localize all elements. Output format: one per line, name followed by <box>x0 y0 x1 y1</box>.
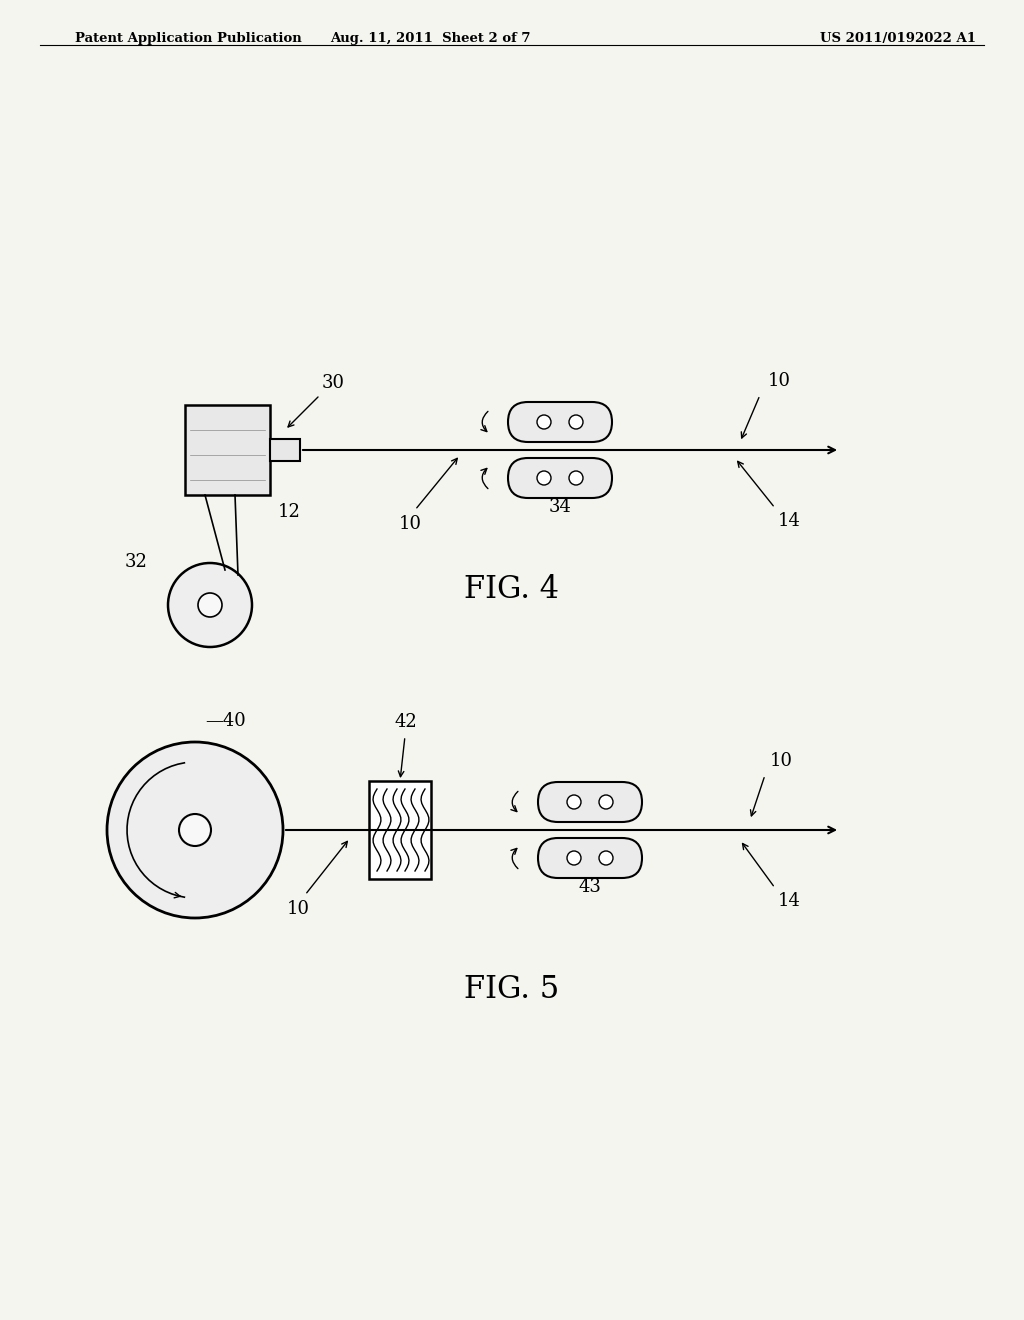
FancyBboxPatch shape <box>508 458 612 498</box>
Circle shape <box>168 564 252 647</box>
Text: US 2011/0192022 A1: US 2011/0192022 A1 <box>820 32 976 45</box>
Circle shape <box>179 814 211 846</box>
Bar <box>185 405 270 495</box>
FancyBboxPatch shape <box>508 403 612 442</box>
Text: 10: 10 <box>770 752 793 770</box>
Circle shape <box>599 851 613 865</box>
Text: 43: 43 <box>579 878 601 896</box>
Circle shape <box>198 593 222 616</box>
Text: 14: 14 <box>778 512 801 531</box>
Text: —40: —40 <box>205 711 246 730</box>
Text: 30: 30 <box>322 374 345 392</box>
Circle shape <box>569 471 583 484</box>
Text: 10: 10 <box>287 900 309 917</box>
Text: Aug. 11, 2011  Sheet 2 of 7: Aug. 11, 2011 Sheet 2 of 7 <box>330 32 530 45</box>
Circle shape <box>537 471 551 484</box>
Text: 34: 34 <box>549 498 571 516</box>
Text: 14: 14 <box>778 892 801 909</box>
Circle shape <box>537 414 551 429</box>
Bar <box>270 440 300 461</box>
Text: 10: 10 <box>768 372 791 389</box>
Text: 42: 42 <box>394 713 418 731</box>
Text: FIG. 4: FIG. 4 <box>465 574 559 606</box>
Circle shape <box>106 742 283 917</box>
Circle shape <box>569 414 583 429</box>
Text: 32: 32 <box>125 553 148 572</box>
Circle shape <box>567 851 581 865</box>
Text: Patent Application Publication: Patent Application Publication <box>75 32 302 45</box>
Text: FIG. 5: FIG. 5 <box>464 974 560 1006</box>
FancyBboxPatch shape <box>538 838 642 878</box>
Bar <box>369 781 431 879</box>
FancyBboxPatch shape <box>538 781 642 822</box>
Circle shape <box>567 795 581 809</box>
Circle shape <box>599 795 613 809</box>
Text: 10: 10 <box>398 515 422 533</box>
Text: 12: 12 <box>278 503 301 521</box>
